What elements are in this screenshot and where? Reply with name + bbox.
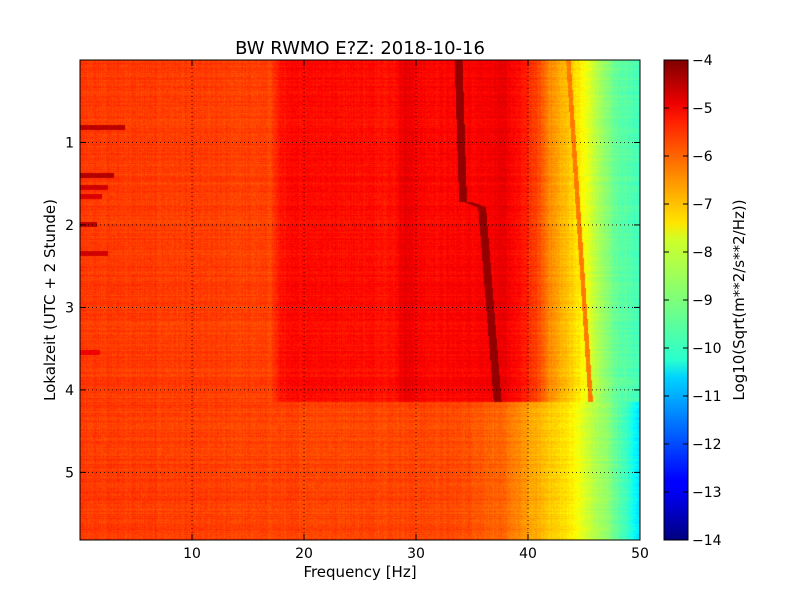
plot-area: 10 20 30 40 50 1 2 3 4 5 xyxy=(65,59,649,562)
x-tick-label: 20 xyxy=(295,546,313,562)
x-tick-label: 30 xyxy=(407,546,425,562)
colorbar-tick-label: −7 xyxy=(692,197,713,213)
x-tick-label: 40 xyxy=(519,546,537,562)
y-tick-label: 5 xyxy=(65,465,74,481)
x-tick-label: 50 xyxy=(631,546,649,562)
colorbar-tick-label: −11 xyxy=(692,389,722,405)
colorbar-label: Log10(Sqrt(m**2/s**2/Hz)) xyxy=(730,199,748,400)
y-tick-label: 2 xyxy=(65,218,74,234)
spectrogram-heatmap xyxy=(80,60,640,540)
colorbar-tick-label: −14 xyxy=(692,533,722,549)
colorbar-tick-label: −8 xyxy=(692,245,713,261)
colorbar-tick-label: −10 xyxy=(692,341,722,357)
y-tick-label: 4 xyxy=(65,383,74,399)
y-axis: 1 2 3 4 5 xyxy=(65,135,640,481)
colorbar-tick-label: −4 xyxy=(692,53,713,69)
colorbar-ticks: −4 −5 −6 −7 −8 −9 −10 −11 −12 −13 −14 xyxy=(664,53,722,549)
colorbar: −4 −5 −6 −7 −8 −9 −10 −11 −12 −13 −14 xyxy=(663,53,722,549)
chart-title: BW RWMO E?Z: 2018-10-16 xyxy=(235,38,485,59)
x-axis: 10 20 30 40 50 xyxy=(183,60,649,562)
x-tick-label: 10 xyxy=(183,546,201,562)
colorbar-tick-label: −13 xyxy=(692,485,722,501)
y-tick-label: 1 xyxy=(65,135,74,151)
colorbar-tick-label: −5 xyxy=(692,101,713,117)
gridlines xyxy=(80,60,640,540)
colorbar-tick-label: −12 xyxy=(692,437,722,453)
x-axis-label: Frequency [Hz] xyxy=(303,563,416,581)
plot-frame xyxy=(79,59,641,541)
colorbar-tick-label: −6 xyxy=(692,149,713,165)
y-axis-label: Lokalzeit (UTC + 2 Stunde) xyxy=(41,199,59,401)
y-tick-label: 3 xyxy=(65,300,74,316)
colorbar-tick-label: −9 xyxy=(692,293,713,309)
